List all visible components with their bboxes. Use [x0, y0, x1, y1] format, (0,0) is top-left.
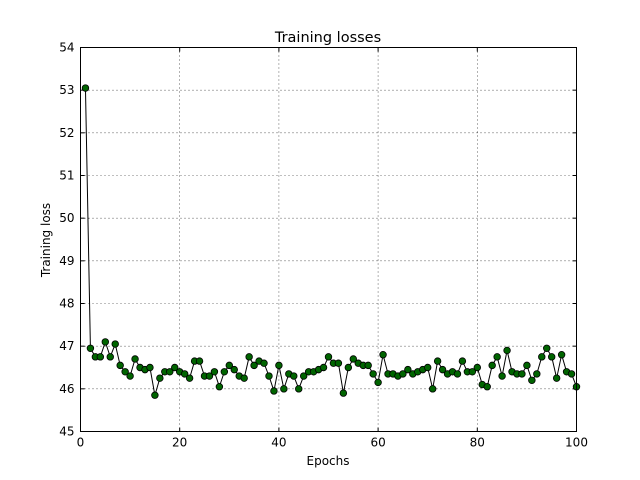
data-point [151, 391, 159, 399]
y-tick-label: 54 [59, 41, 74, 55]
y-tick-label: 50 [59, 211, 74, 225]
data-point [339, 389, 348, 397]
data-point [438, 365, 447, 374]
y-tick-label: 49 [59, 254, 74, 268]
data-point [488, 361, 496, 370]
data-point [344, 363, 353, 372]
data-point [300, 372, 308, 380]
data-point [131, 355, 139, 363]
data-point [111, 340, 119, 348]
data-point [548, 353, 556, 361]
data-point [523, 361, 531, 370]
data-point [240, 374, 248, 382]
data-point [205, 372, 214, 380]
data-point [379, 351, 387, 359]
data-point [334, 359, 343, 367]
data-point [473, 363, 481, 372]
y-tick-label: 53 [59, 83, 74, 97]
data-point [424, 363, 432, 372]
data-point [324, 353, 333, 361]
data-point [567, 370, 576, 378]
data-point [399, 370, 407, 378]
data-point [533, 370, 541, 378]
data-point [458, 357, 467, 365]
y-tick-label: 52 [59, 126, 74, 140]
data-point [180, 370, 189, 378]
y-tick-label: 48 [59, 297, 74, 311]
y-tick-label: 47 [59, 339, 74, 353]
data-point [121, 368, 129, 376]
data-point [483, 383, 491, 391]
x-tick-label: 40 [271, 436, 286, 450]
data-point [503, 346, 511, 355]
data-point [260, 359, 268, 367]
y-axis-ticks: 45 46 47 48 49 50 51 52 53 54 [59, 41, 577, 439]
data-point [295, 385, 303, 393]
data-point [433, 357, 442, 365]
data-point [250, 361, 258, 370]
data-point [349, 355, 357, 363]
data-point [166, 368, 174, 376]
data-point [468, 368, 477, 376]
data-point [171, 363, 179, 372]
data-point [319, 363, 328, 372]
plot-frame [80, 47, 577, 432]
data-point [538, 353, 546, 361]
data-point [225, 361, 233, 370]
data-point [265, 372, 273, 380]
data-point [146, 363, 154, 372]
gridlines [80, 47, 577, 432]
data-point [230, 365, 238, 374]
x-tick-label: 100 [565, 436, 588, 450]
data-point [245, 353, 253, 361]
data-point [528, 376, 536, 384]
x-tick-label: 20 [172, 436, 187, 450]
data-point [498, 372, 506, 380]
data-point [116, 361, 124, 370]
data-point [557, 351, 566, 359]
x-tick-label: 0 [77, 436, 85, 450]
data-point [404, 365, 412, 374]
chart-title: Training losses [274, 30, 381, 46]
x-tick-label: 60 [370, 436, 385, 450]
data-point [270, 387, 278, 395]
data-point [86, 344, 95, 352]
data-point [275, 361, 283, 370]
data-point [220, 368, 229, 376]
y-axis-label: Training loss [39, 203, 53, 278]
data-point [101, 338, 109, 346]
data-point [364, 361, 372, 370]
data-point [518, 370, 526, 378]
data-point [543, 344, 551, 352]
data-point [280, 385, 288, 393]
data-point [156, 374, 164, 382]
data-point [126, 372, 134, 380]
data-point [453, 370, 462, 378]
data-point [210, 368, 219, 376]
series-training-loss [81, 84, 581, 399]
x-axis-ticks: 0 20 40 60 80 100 [77, 47, 588, 450]
series-line [84, 88, 577, 396]
data-point [185, 374, 194, 382]
data-point [374, 378, 382, 387]
data-point [428, 385, 437, 393]
data-point [493, 353, 501, 361]
x-tick-label: 80 [470, 436, 485, 450]
y-tick-label: 51 [59, 169, 74, 183]
data-point [215, 383, 224, 391]
data-point [96, 353, 105, 361]
y-tick-label: 46 [59, 382, 74, 396]
y-tick-label: 45 [59, 425, 74, 439]
data-point [106, 353, 114, 361]
data-point [290, 372, 298, 380]
data-point [81, 84, 90, 92]
data-point [369, 370, 377, 378]
data-point [552, 374, 561, 382]
x-axis-label: Epochs [307, 454, 350, 468]
data-point [195, 357, 204, 365]
